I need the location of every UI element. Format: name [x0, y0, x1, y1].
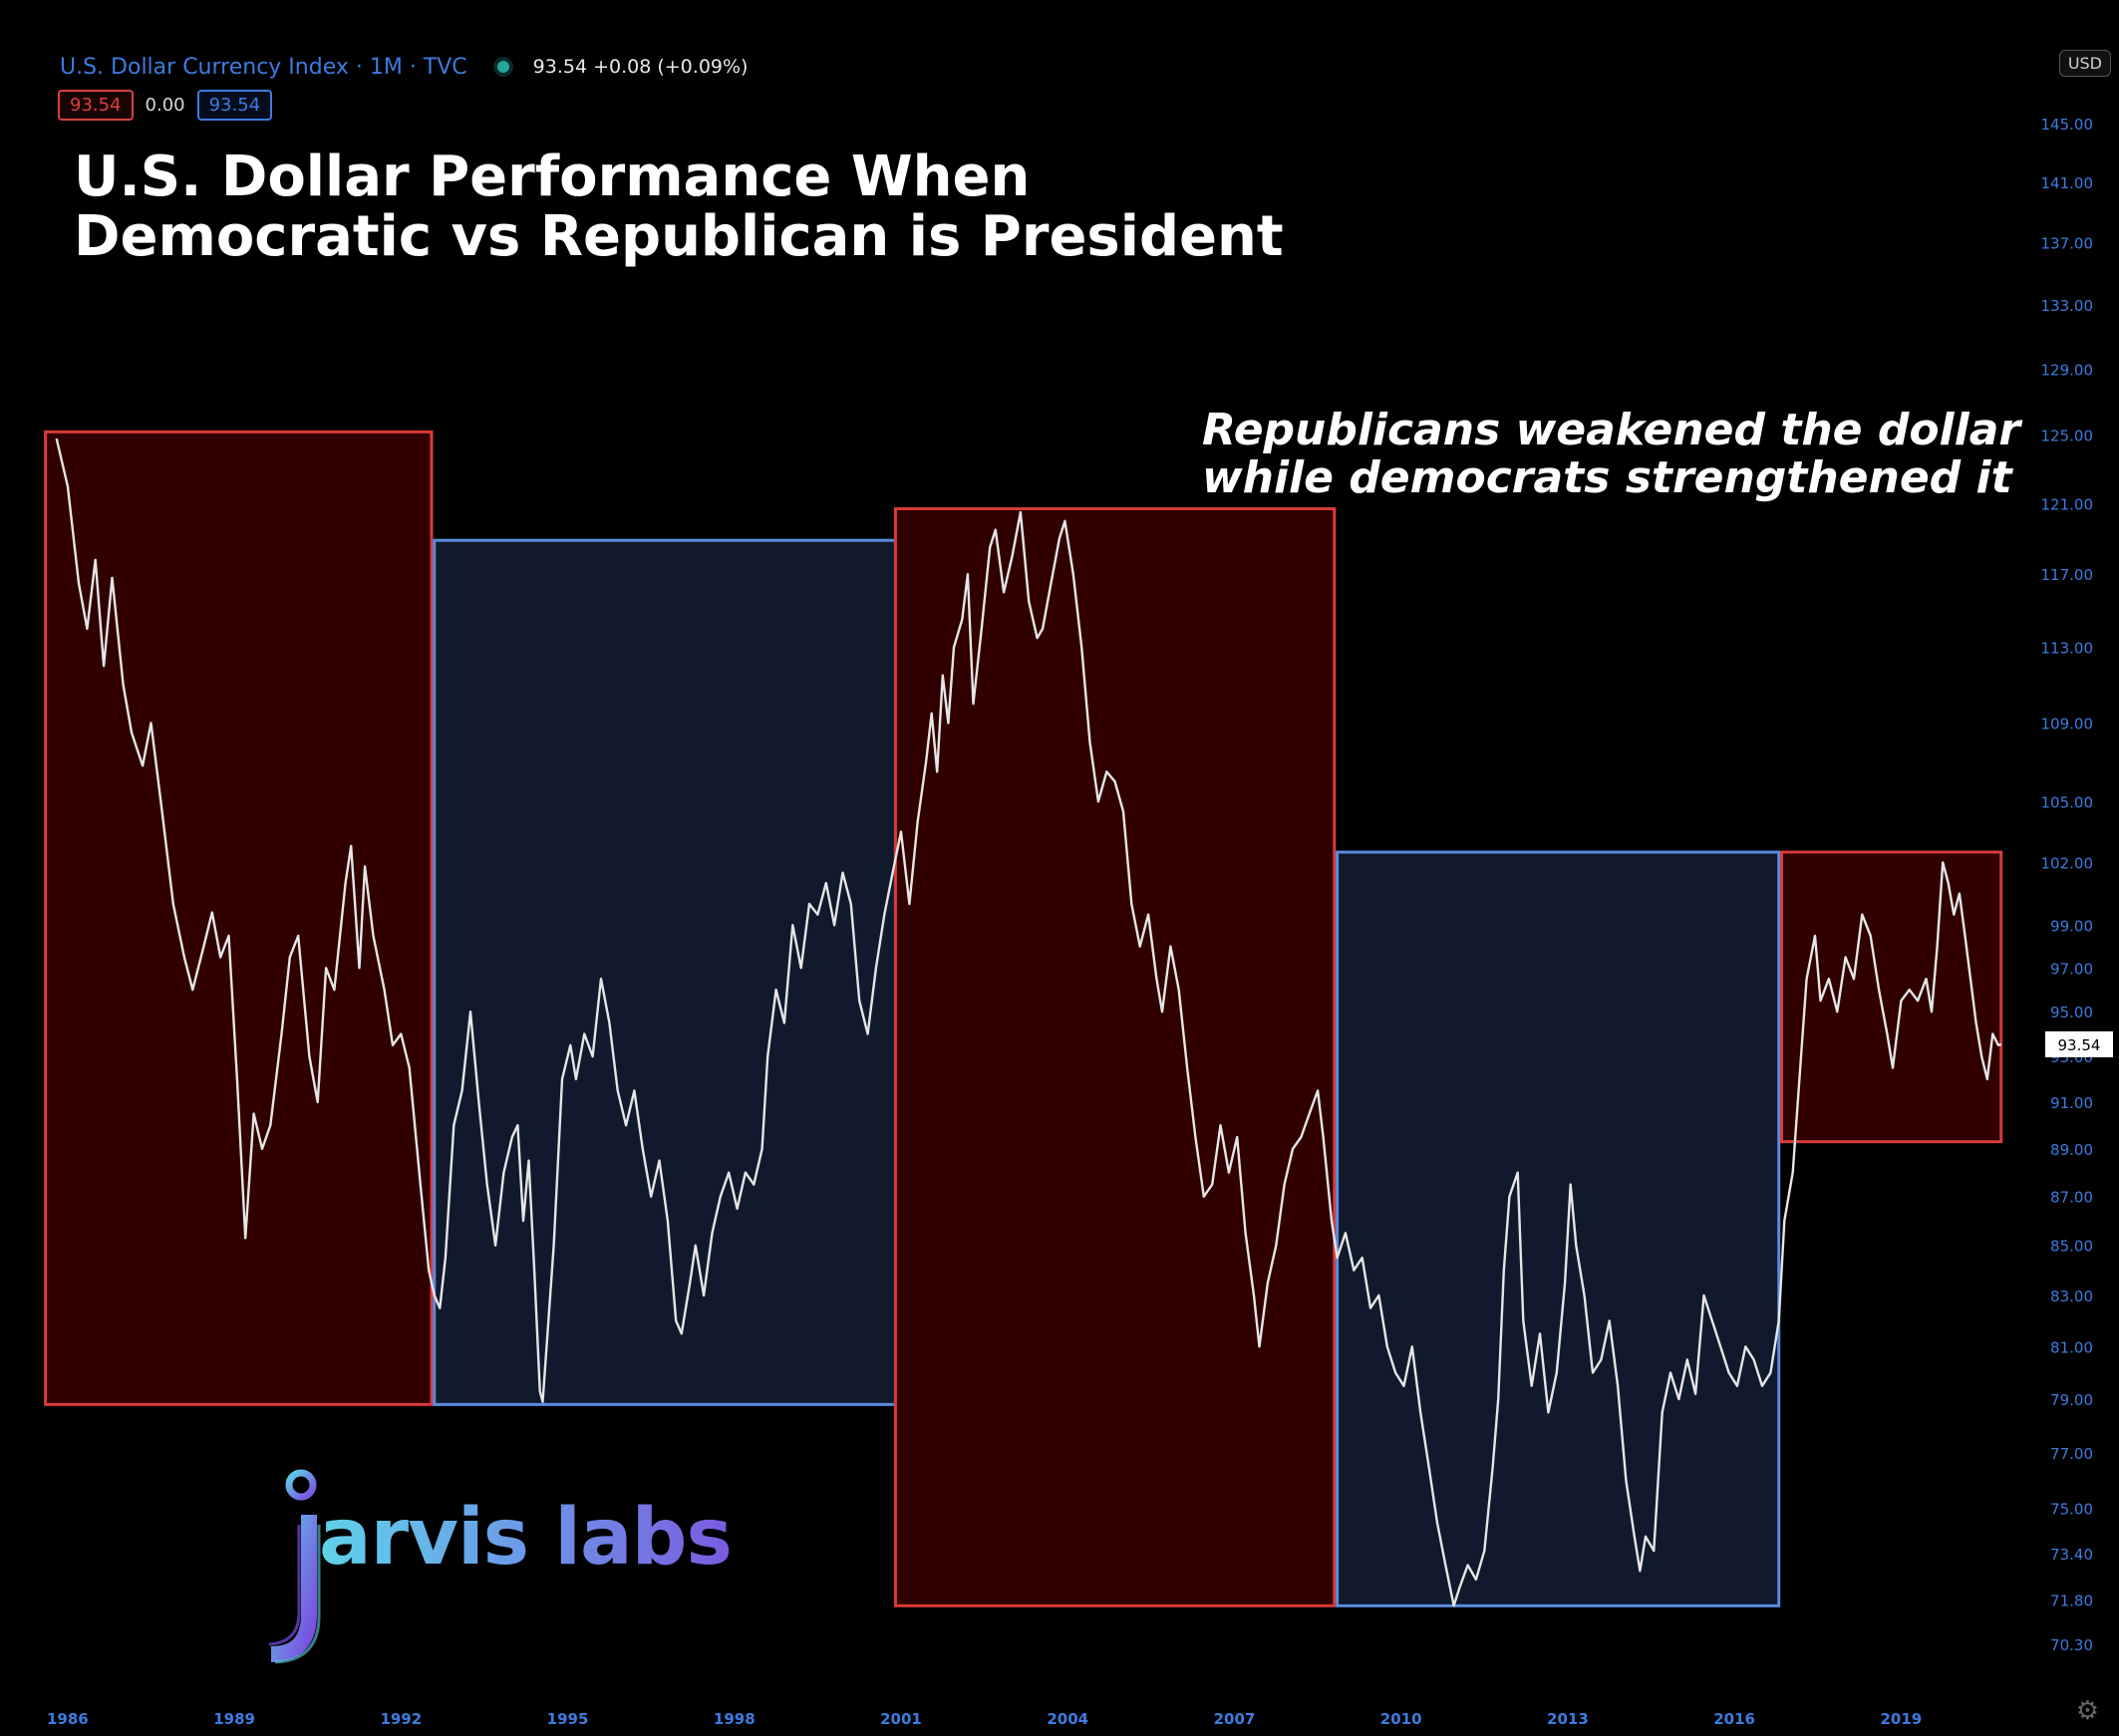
y-tick-label: 102.00: [2041, 854, 2094, 872]
x-tick-label: 2010: [1380, 1710, 1422, 1728]
bid-ask-row: 93.54 0.00 93.54: [58, 90, 273, 121]
chart-title: U.S. Dollar Performance When Democratic …: [74, 147, 1284, 267]
dxy-price-line: [55, 437, 2002, 1607]
y-tick-label: 133.00: [2041, 297, 2094, 315]
sell-price-button[interactable]: 93.54: [58, 90, 134, 121]
democrat-region-4: [1336, 850, 1781, 1607]
y-tick-label: 121.00: [2041, 495, 2094, 513]
y-tick-label: 77.00: [2050, 1445, 2093, 1463]
y-tick-label: 117.00: [2041, 566, 2094, 584]
x-tick-label: 2013: [1547, 1710, 1589, 1728]
republican-region-5: [1780, 850, 2003, 1144]
title-line-2: Democratic vs Republican is President: [74, 204, 1284, 269]
y-tick-label: 95.00: [2050, 1004, 2093, 1021]
y-tick-label: 71.80: [2050, 1591, 2093, 1609]
jarvis-labs-logo-icon: [268, 1469, 321, 1664]
republican-region-3: [893, 507, 1337, 1607]
x-tick-label: 2007: [1214, 1710, 1256, 1728]
x-tick-label: 2019: [1880, 1710, 1922, 1728]
market-status-icon: [496, 61, 509, 73]
annotation-line-1: Republicans weakened the dollar: [1202, 405, 2021, 455]
y-tick-label: 113.00: [2041, 639, 2094, 657]
y-tick-label: 141.00: [2041, 174, 2094, 192]
y-tick-label: 109.00: [2041, 715, 2094, 732]
y-tick-label: 87.00: [2050, 1189, 2093, 1207]
y-tick-label: 137.00: [2041, 235, 2094, 253]
last-price-marker: [2045, 1030, 2113, 1057]
y-tick-label: 125.00: [2041, 428, 2094, 445]
x-tick-label: 1986: [47, 1710, 89, 1728]
y-tick-label: 75.00: [2050, 1501, 2093, 1519]
y-tick-label: 79.00: [2050, 1391, 2093, 1409]
y-tick-label: 73.40: [2050, 1546, 2093, 1564]
x-tick-label: 2001: [880, 1710, 922, 1728]
gear-icon[interactable]: ⚙: [2075, 1696, 2099, 1726]
republican-region-1: [44, 430, 434, 1406]
y-tick-label: 105.00: [2041, 793, 2094, 811]
annotation: Republicans weakened the dollar while de…: [1202, 407, 2020, 502]
time-axis: 1986 1989 1992 1995 1998 2001 2004 2007 2010 2013…: [47, 1710, 1922, 1728]
logo-wordmark: arvis labs: [319, 1493, 733, 1583]
annotation-line-2: while democrats strengthened it: [1202, 452, 2012, 503]
presidency-regions: [44, 430, 2003, 1607]
symbol-header: U.S. Dollar Currency Index · 1M · TVC 93…: [60, 52, 748, 82]
x-tick-label: 2004: [1047, 1710, 1088, 1728]
x-tick-label: 1989: [213, 1710, 255, 1728]
democrat-region-2: [433, 538, 897, 1406]
y-tick-label: 89.00: [2050, 1141, 2093, 1159]
title-line-1: U.S. Dollar Performance When: [74, 145, 1031, 209]
y-tick-label: 91.00: [2050, 1094, 2093, 1112]
x-tick-label: 1998: [714, 1710, 756, 1728]
buy-price-button[interactable]: 93.54: [196, 90, 273, 121]
spread-value: 0.00: [145, 95, 185, 116]
currency-badge[interactable]: USD: [2058, 50, 2111, 77]
dxy-series: [55, 437, 2002, 1607]
x-tick-label: 1995: [547, 1710, 589, 1728]
y-tick-label: 99.00: [2050, 917, 2093, 935]
quote-readout: 93.54 +0.08 (+0.09%): [532, 56, 749, 78]
y-tick-label: 85.00: [2050, 1238, 2093, 1256]
x-tick-label: 1992: [380, 1710, 422, 1728]
symbol-label[interactable]: U.S. Dollar Currency Index · 1M · TVC: [60, 54, 467, 80]
y-tick-label: 97.00: [2050, 960, 2093, 978]
y-tick-label: 81.00: [2050, 1338, 2093, 1356]
y-tick-label: 145.00: [2041, 116, 2094, 134]
last-price-label: 93.54: [2058, 1036, 2101, 1054]
x-tick-label: 2016: [1713, 1710, 1755, 1728]
price-axis: 145.00 141.00 137.00 133.00 129.00 125.00 121.…: [2041, 116, 2113, 1654]
y-tick-label: 83.00: [2050, 1288, 2093, 1305]
y-tick-label: 70.30: [2050, 1636, 2093, 1654]
y-tick-label: 129.00: [2041, 361, 2094, 379]
